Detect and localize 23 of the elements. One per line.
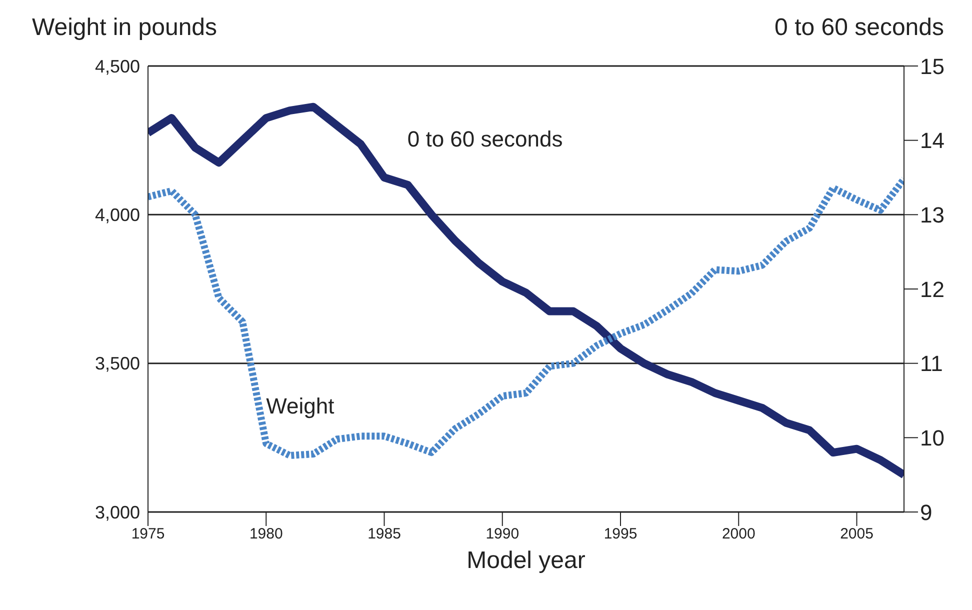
- y2-tick-label: 14: [920, 128, 944, 154]
- series-label: 0 to 60 seconds: [407, 126, 563, 152]
- y2-tick-label: 12: [920, 276, 944, 302]
- x-tick-label: 1990: [486, 526, 520, 543]
- y-axis-title: Weight in pounds: [32, 14, 218, 42]
- y2-tick-label: 11: [920, 351, 943, 376]
- series-label: Weight: [266, 394, 334, 419]
- x-tick-label: 1975: [131, 526, 165, 543]
- y2-tick-label: 13: [920, 202, 944, 228]
- y2-tick-label: 10: [920, 425, 944, 450]
- x-tick-label: 1985: [368, 526, 401, 543]
- y-tick-label: 4,500: [94, 56, 140, 76]
- y2-tick-label: 15: [920, 54, 944, 79]
- y-tick-label: 3,500: [94, 354, 140, 374]
- x-tick-label: 1995: [604, 526, 638, 543]
- y-tick-label: 4,000: [94, 205, 140, 226]
- y2-tick-label: 9: [920, 500, 932, 525]
- x-tick-label: 1980: [249, 526, 283, 543]
- y-tick-label: 3,000: [94, 502, 140, 522]
- x-axis-title: Model year: [466, 547, 586, 574]
- x-tick-label: 2000: [722, 526, 756, 543]
- x-tick-label: 2005: [840, 526, 874, 543]
- y2-axis-title: 0 to 60 seconds: [774, 14, 944, 42]
